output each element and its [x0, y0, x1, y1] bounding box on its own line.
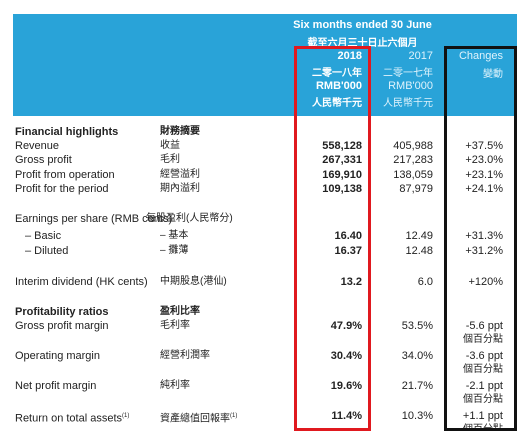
row-label-zh: 毛利	[160, 154, 180, 165]
change-unit-zh: 個百分點	[463, 394, 503, 405]
change-unit-zh: 個百分點	[463, 364, 503, 375]
row-label-zh: 中期股息(港仙)	[160, 276, 227, 287]
change-unit-zh: 個百分點	[463, 424, 503, 431]
value-2018: 109,138	[322, 183, 362, 195]
row-label: – Basic	[25, 230, 62, 242]
row-label: Profit for the period	[15, 183, 109, 195]
row-label: Gross profit	[15, 154, 72, 166]
period-heading-zh: 截至六月三十日止六個月	[307, 38, 418, 49]
table-row: Operating margin 經營利潤率 30.4% 34.0% -3.6 …	[0, 349, 517, 363]
section-title-zh: 盈利比率	[160, 306, 200, 317]
row-label-zh: 期內溢利	[160, 183, 200, 194]
change-value: +23.0%	[465, 154, 503, 166]
row-label-zh: 經營溢利	[160, 169, 200, 180]
col-2018-year: 2018	[337, 50, 362, 62]
value-2017: 34.0%	[401, 350, 433, 362]
change-value: +31.3%	[465, 230, 503, 242]
value-2018: 267,331	[322, 154, 362, 166]
table-row: – Basic – 基本 16.40 12.49 +31.3%	[0, 229, 517, 243]
change-value: -3.6 ppt	[465, 350, 503, 362]
row-label-zh: – 攤薄	[160, 245, 189, 256]
row-label: Revenue	[15, 140, 60, 152]
row-label: – Diluted	[25, 245, 69, 257]
col-2017-unit-zh: 人民幣千元	[383, 98, 433, 109]
row-label-zh: 收益	[160, 140, 180, 151]
value-2017: 21.7%	[401, 380, 433, 392]
change-unit-zh: 個百分點	[463, 334, 503, 345]
row-label: Interim dividend (HK cents)	[15, 276, 148, 288]
section-title-zh: 財務摘要	[160, 126, 200, 137]
footnote-marker-zh: (1)	[230, 413, 238, 419]
col-2018-unit: RMB'000	[315, 80, 362, 92]
footnote-marker: (1)	[122, 413, 130, 419]
table-row: Profit for the period 期內溢利 109,138 87,97…	[0, 182, 517, 196]
row-label-zh: 每股盈利(人民幣分)	[146, 213, 233, 224]
table-row: Profit from operation 經營溢利 169,910 138,0…	[0, 168, 517, 182]
value-2018: 16.37	[334, 245, 362, 257]
value-2017: 53.5%	[401, 320, 433, 332]
table-row: Net profit margin 純利率 19.6% 21.7% -2.1 p…	[0, 379, 517, 393]
change-value: +31.2%	[465, 245, 503, 257]
row-label-zh: 經營利潤率	[160, 350, 210, 361]
row-label-zh: 毛利率	[160, 320, 190, 331]
row-label-zh: – 基本	[160, 230, 189, 241]
value-2018: 11.4%	[331, 410, 362, 422]
value-2017: 10.3%	[401, 410, 433, 422]
table-row: Interim dividend (HK cents) 中期股息(港仙) 13.…	[0, 275, 517, 289]
period-heading-en: Six months ended 30 June	[293, 19, 432, 31]
changes-heading-zh: 變動	[483, 69, 503, 80]
table-header	[13, 14, 517, 116]
change-value: +23.1%	[465, 169, 503, 181]
section-title: Financial highlights	[15, 126, 119, 138]
row-label: Earnings per share (RMB cents)	[15, 213, 173, 225]
value-2017: 405,988	[393, 140, 433, 152]
row-label: Net profit margin	[15, 380, 97, 392]
col-2017-unit: RMB'000	[388, 80, 433, 92]
section-title: Profitability ratios	[15, 306, 109, 318]
value-2018: 169,910	[322, 169, 362, 181]
change-value: -5.6 ppt	[465, 320, 503, 332]
value-2018: 16.40	[334, 230, 362, 242]
changes-heading: Changes	[458, 50, 503, 62]
row-label-zh: 純利率	[160, 380, 190, 391]
change-value: +37.5%	[465, 140, 503, 152]
change-value: +24.1%	[465, 183, 503, 195]
col-2018-unit-zh: 人民幣千元	[312, 98, 362, 109]
table-row: Return on total assets(1) 資產總值回報率(1) 11.…	[0, 409, 517, 425]
value-2017: 12.49	[405, 230, 433, 242]
row-label: Operating margin	[15, 350, 100, 362]
value-2017: 6.0	[417, 276, 433, 288]
value-2017: 217,283	[393, 154, 433, 166]
section-profitability-ratios: Profitability ratios 盈利比率	[0, 305, 517, 319]
value-2018: 30.4%	[330, 350, 362, 362]
table-row: Gross profit 毛利 267,331 217,283 +23.0%	[0, 153, 517, 167]
change-value: +120%	[468, 276, 503, 288]
row-label: Profit from operation	[15, 169, 115, 181]
col-2017-year: 2017	[408, 50, 433, 62]
value-2017: 12.48	[405, 245, 433, 257]
table-row: Gross profit margin 毛利率 47.9% 53.5% -5.6…	[0, 319, 517, 333]
row-label: Return on total assets(1)	[15, 412, 130, 425]
value-2017: 87,979	[399, 183, 433, 195]
row-label: Gross profit margin	[15, 320, 109, 332]
change-value: +1.1 ppt	[462, 410, 503, 422]
section-financial-highlights: Financial highlights 財務摘要	[0, 125, 517, 139]
table-row: Earnings per share (RMB cents) 每股盈利(人民幣分…	[0, 212, 517, 226]
value-2018: 19.6%	[330, 380, 362, 392]
value-2018: 558,128	[322, 140, 362, 152]
value-2017: 138,059	[393, 169, 433, 181]
row-label-zh: 資產總值回報率(1)	[160, 413, 238, 425]
table-row: – Diluted – 攤薄 16.37 12.48 +31.2%	[0, 244, 517, 258]
value-2018: 13.2	[340, 276, 362, 288]
table-row: Revenue 收益 558,128 405,988 +37.5%	[0, 139, 517, 153]
col-2017-year-zh: 二零一七年	[383, 68, 433, 79]
change-value: -2.1 ppt	[465, 380, 503, 392]
col-2018-year-zh: 二零一八年	[312, 68, 362, 79]
value-2018: 47.9%	[330, 320, 362, 332]
